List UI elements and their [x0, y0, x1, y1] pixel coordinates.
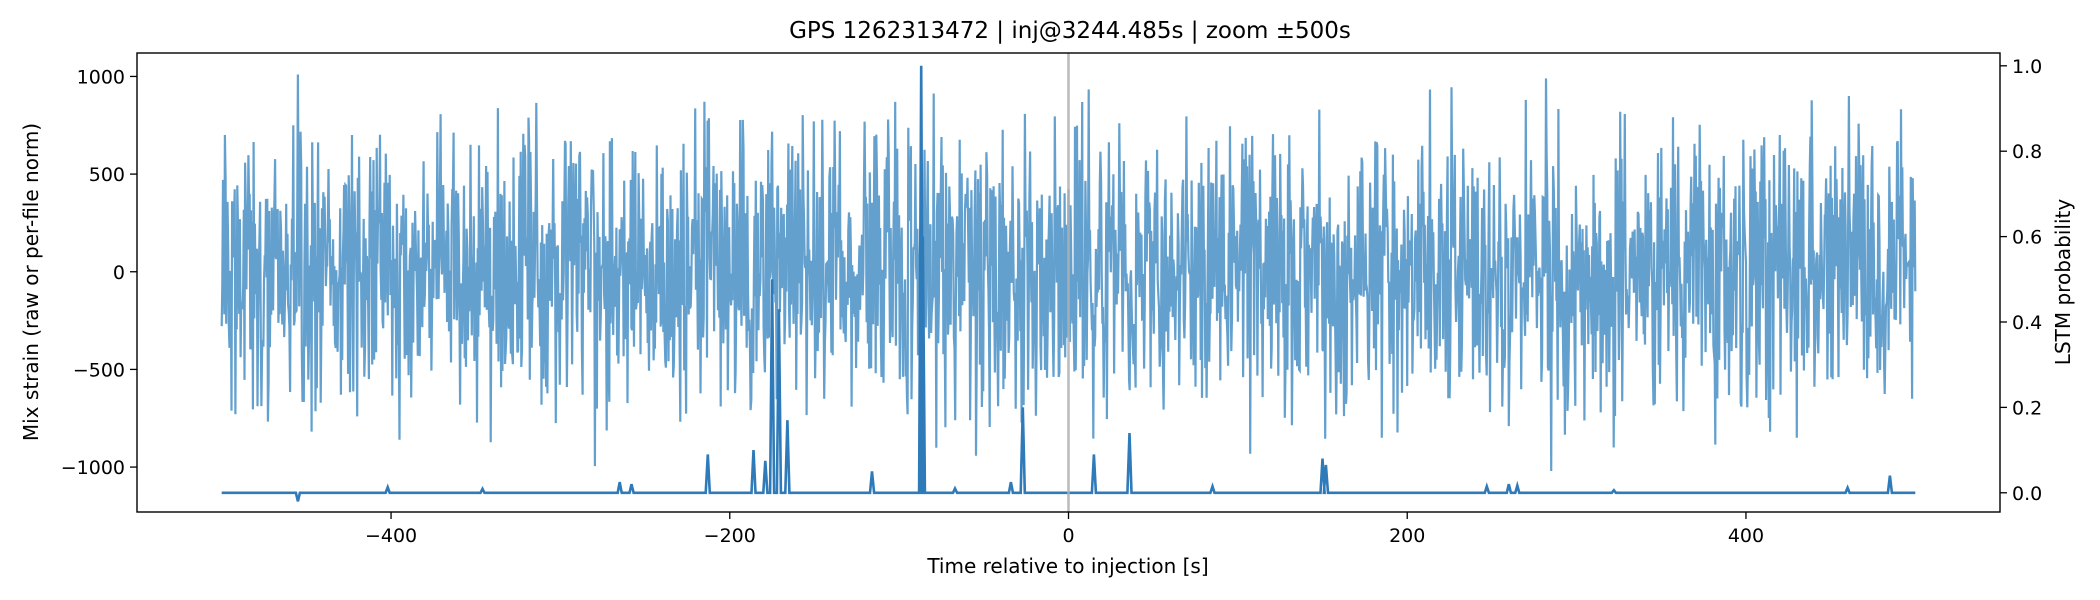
y-tick-label: 1000: [77, 66, 125, 88]
y2-axis-label: LSTM probability: [2051, 199, 2075, 366]
y-tick-label: 0: [113, 262, 125, 284]
y2-tick-label: 0.8: [2012, 141, 2042, 163]
y-tick-label: −500: [73, 359, 125, 381]
x-tick-label: −200: [704, 525, 756, 547]
y-tick-label: 500: [89, 164, 125, 186]
y-axis-label: Mix strain (raw or per-file norm): [19, 123, 43, 441]
y2-tick-label: 1.0: [2012, 56, 2042, 78]
x-tick-label: 200: [1389, 525, 1425, 547]
lstm-probability-series: [221, 65, 1916, 502]
plot-area: [220, 53, 1917, 512]
x-tick-label: −400: [365, 525, 417, 547]
x-axis-label: Time relative to injection [s]: [926, 554, 1208, 578]
y2-tick-label: 0.4: [2012, 312, 2042, 334]
y2-tick-label: 0.0: [2012, 483, 2042, 505]
y-axis-left: −1000 −500 0 500 1000: [61, 66, 137, 479]
y2-tick-label: 0.2: [2012, 397, 2042, 419]
y-axis-right: 0.0 0.2 0.4 0.6 0.8 1.0: [2000, 56, 2042, 505]
y2-tick-label: 0.6: [2012, 227, 2042, 249]
y-tick-label: −1000: [61, 457, 125, 479]
x-tick-label: 400: [1728, 525, 1764, 547]
x-axis: −400 −200 0 200 400: [365, 512, 1764, 547]
chart-title: GPS 1262313472 | inj@3244.485s | zoom ±5…: [789, 18, 1351, 44]
x-tick-label: 0: [1062, 525, 1074, 547]
